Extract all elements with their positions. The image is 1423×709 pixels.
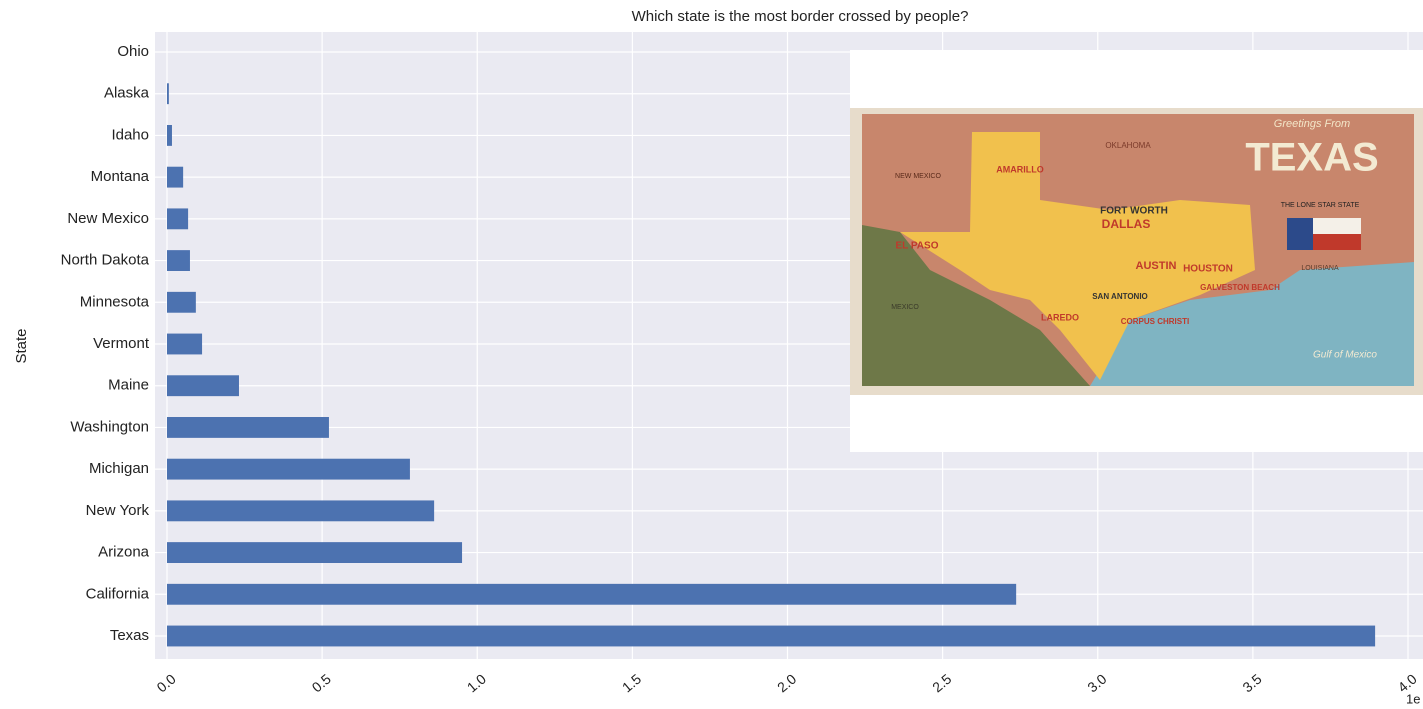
x-tick-label: 3.5 (1239, 670, 1264, 695)
x-tick-label: 3.0 (1084, 670, 1109, 695)
bar (167, 458, 410, 480)
bar (167, 375, 239, 397)
y-tick-label: Montana (91, 168, 150, 185)
chart-title: Which state is the most border crossed b… (632, 8, 969, 25)
y-tick-label: California (86, 585, 150, 602)
inset-text: FORT WORTH (1100, 206, 1168, 217)
inset-text: GALVESTON BEACH (1200, 283, 1280, 292)
x-tick-label: 1.0 (464, 670, 489, 695)
inset-text: LOUISIANA (1301, 265, 1339, 272)
bar (167, 125, 172, 146)
y-tick-label: Vermont (93, 335, 150, 352)
inset-text: DALLAS (1102, 217, 1151, 231)
mexico (862, 225, 1090, 386)
texas-shape (900, 132, 1255, 380)
bar (167, 166, 184, 188)
inset-text: HOUSTON (1183, 264, 1233, 275)
inset-text: OKLAHOMA (1105, 141, 1151, 150)
x-tick-label: 1.5 (619, 670, 644, 695)
y-tick-label: New Mexico (67, 210, 149, 227)
y-tick-label: Alaska (104, 85, 150, 102)
inset-text: NEW MEXICO (895, 173, 941, 180)
inset-text: AUSTIN (1136, 260, 1177, 272)
y-tick-label: Maine (108, 377, 149, 394)
bar (167, 333, 203, 355)
y-tick-label: New York (86, 502, 150, 519)
x-tick-label: 2.0 (774, 670, 799, 695)
x-offset-label: 1e (1406, 691, 1420, 704)
inset: Greetings From TEXAS THE LONE STAR STATE OK… (850, 50, 1423, 452)
y-tick-label: Minnesota (80, 293, 150, 310)
y-tick-label: Michigan (89, 460, 149, 477)
bar (167, 250, 190, 271)
y-tick-label: North Dakota (61, 252, 150, 269)
bar (167, 500, 435, 522)
inset-text: CORPUS CHRISTI (1121, 317, 1189, 326)
x-tick-label: 2.5 (929, 670, 954, 695)
y-tick-label: Texas (110, 627, 149, 644)
x-tick-label: 0.5 (309, 670, 334, 695)
bar (167, 417, 329, 438)
bars (167, 83, 1376, 647)
inset-text: THE LONE STAR STATE (1281, 202, 1360, 209)
bar (167, 625, 1376, 647)
inset-text: Greetings From (1274, 118, 1350, 130)
bar (167, 208, 189, 230)
y-tick-label: Idaho (111, 126, 149, 143)
gulf (1090, 262, 1414, 386)
y-axis-label: State (13, 328, 30, 363)
inset-text: Gulf of Mexico (1313, 350, 1377, 361)
inset-text: AMARILLO (996, 164, 1044, 174)
x-tick-label: 0.0 (154, 670, 179, 695)
bar (167, 542, 463, 563)
y-tick-label: Washington (70, 418, 149, 435)
inset-text: EL PASO (896, 241, 939, 252)
bar (167, 291, 196, 313)
inset-text: TEXAS (1245, 136, 1378, 180)
inset-text: LAREDO (1041, 312, 1079, 322)
y-tick-label: Arizona (98, 544, 150, 561)
bar (167, 83, 169, 105)
inset-text: MEXICO (891, 304, 919, 311)
inset-text: SAN ANTONIO (1092, 292, 1148, 301)
flag-blue (1287, 218, 1313, 250)
y-tick-label: Ohio (117, 43, 149, 60)
bar (167, 583, 1017, 605)
